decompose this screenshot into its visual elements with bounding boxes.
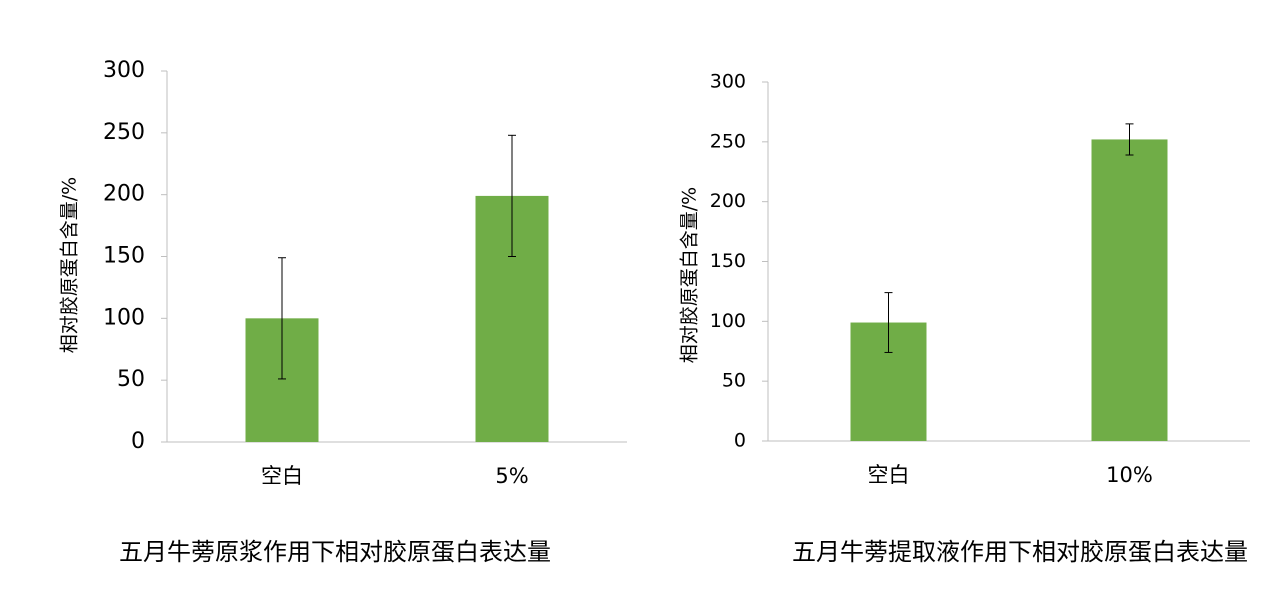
bar (1091, 139, 1168, 441)
y-tick-label: 200 (103, 182, 145, 207)
y-tick-label: 150 (710, 250, 746, 272)
y-tick-label: 300 (103, 58, 145, 83)
y-tick-label: 300 (710, 71, 746, 93)
y-tick-label: 0 (131, 429, 145, 454)
y-tick-label: 50 (722, 370, 746, 392)
y-tick-label: 100 (103, 305, 145, 330)
x-tick-label: 10% (1106, 463, 1153, 487)
y-axis-label: 相对胶原蛋白含量/% (59, 177, 81, 353)
y-tick-label: 200 (710, 190, 746, 212)
chart-title: 五月牛蒡提取液作用下相对胶原蛋白表达量 (792, 538, 1248, 566)
x-tick-label: 5% (495, 464, 528, 488)
chart-title: 五月牛蒡原浆作用下相对胶原蛋白表达量 (119, 538, 551, 566)
y-axis-label: 相对胶原蛋白含量/% (679, 187, 701, 363)
y-tick-label: 150 (103, 244, 145, 269)
y-tick-label: 100 (710, 310, 746, 332)
x-tick-label: 空白 (868, 463, 910, 487)
x-tick-label: 空白 (261, 464, 303, 488)
y-tick-label: 50 (117, 367, 145, 392)
y-tick-label: 250 (710, 130, 746, 152)
y-tick-label: 250 (103, 120, 145, 145)
y-tick-label: 0 (734, 430, 746, 452)
